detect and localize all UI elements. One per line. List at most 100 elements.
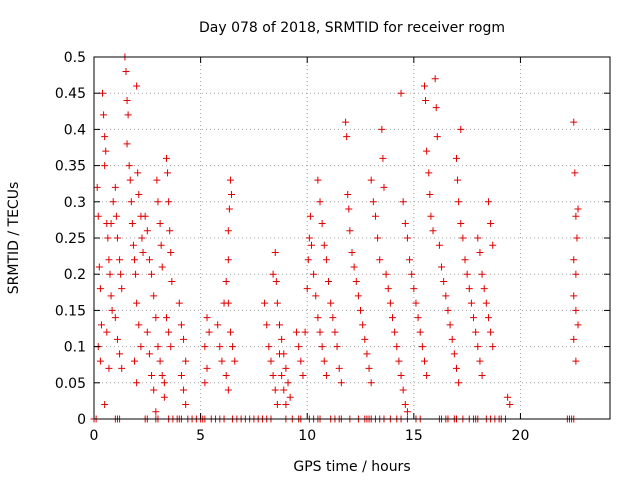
data-point	[276, 321, 284, 329]
data-point	[423, 372, 431, 380]
data-point	[365, 364, 373, 372]
data-point	[378, 125, 386, 133]
data-point	[461, 256, 469, 264]
data-point	[104, 234, 112, 242]
data-point	[158, 372, 166, 380]
data-point	[127, 198, 135, 206]
y-tick-label: 0.35	[55, 159, 86, 175]
grid-lines	[94, 57, 610, 419]
data-point	[269, 372, 277, 380]
data-point	[420, 82, 428, 90]
data-point	[489, 241, 497, 249]
data-point	[135, 191, 143, 199]
data-point	[379, 154, 387, 162]
data-point	[168, 277, 176, 285]
data-point	[455, 198, 463, 206]
data-point	[327, 299, 335, 307]
data-point	[325, 277, 333, 285]
data-point	[438, 263, 446, 271]
data-point	[352, 277, 360, 285]
data-point	[457, 125, 465, 133]
data-point	[165, 198, 173, 206]
y-tick-label: 0.1	[64, 340, 86, 356]
data-point	[180, 335, 188, 343]
data-point	[401, 401, 409, 409]
data-point	[359, 321, 367, 329]
data-point	[148, 372, 156, 380]
data-point	[201, 343, 209, 351]
data-point	[416, 328, 424, 336]
y-axis-label: SRMTID / TECUs	[6, 182, 22, 295]
data-point	[205, 328, 213, 336]
data-point	[301, 328, 309, 336]
data-point	[152, 314, 160, 322]
data-point	[160, 379, 168, 387]
data-point	[386, 299, 394, 307]
data-point	[113, 335, 121, 343]
data-point	[111, 314, 119, 322]
data-point	[282, 364, 290, 372]
data-point	[102, 147, 110, 155]
data-point	[371, 212, 379, 220]
data-point	[426, 191, 434, 199]
data-point	[452, 364, 460, 372]
data-point	[273, 401, 281, 409]
data-point	[350, 263, 358, 271]
data-point	[218, 357, 226, 365]
data-point	[476, 357, 484, 365]
data-point	[129, 241, 137, 249]
data-point	[314, 314, 322, 322]
data-point	[143, 328, 151, 336]
data-point	[322, 372, 330, 380]
data-point	[222, 277, 230, 285]
data-point	[474, 343, 482, 351]
data-point	[133, 82, 141, 90]
data-point	[116, 350, 124, 358]
data-point	[101, 162, 109, 170]
data-point	[203, 314, 211, 322]
data-point	[457, 220, 465, 228]
data-point	[118, 285, 126, 293]
data-point	[384, 285, 392, 293]
data-point	[166, 227, 174, 235]
data-point	[216, 343, 224, 351]
data-point	[304, 256, 312, 264]
data-point	[574, 321, 582, 329]
data-point	[153, 176, 161, 184]
data-point	[435, 241, 443, 249]
y-tick-label: 0.5	[64, 50, 86, 66]
data-point	[164, 169, 172, 177]
data-point	[299, 372, 307, 380]
data-point	[382, 270, 390, 278]
data-point	[167, 343, 175, 351]
x-tick-label: 10	[298, 428, 316, 444]
data-point	[393, 343, 401, 351]
data-point	[225, 205, 233, 213]
data-point	[322, 256, 330, 264]
y-tick-label: 0	[77, 412, 86, 428]
data-point	[357, 306, 365, 314]
data-point	[570, 118, 578, 126]
data-point	[272, 277, 280, 285]
plot-frame	[93, 56, 611, 420]
data-point	[271, 248, 279, 256]
data-point	[467, 299, 475, 307]
data-point	[93, 183, 101, 191]
data-point	[113, 234, 121, 242]
data-point	[478, 372, 486, 380]
data-point	[346, 227, 354, 235]
data-point	[156, 357, 164, 365]
data-point	[158, 263, 166, 271]
data-point	[570, 256, 578, 264]
data-point	[139, 248, 147, 256]
data-point	[150, 292, 158, 300]
data-point	[101, 401, 109, 409]
data-point	[105, 256, 113, 264]
data-point	[111, 183, 119, 191]
data-point	[118, 364, 126, 372]
data-point	[133, 299, 141, 307]
y-tick-label: 0.15	[55, 303, 86, 319]
data-point	[267, 357, 275, 365]
data-point	[572, 357, 580, 365]
